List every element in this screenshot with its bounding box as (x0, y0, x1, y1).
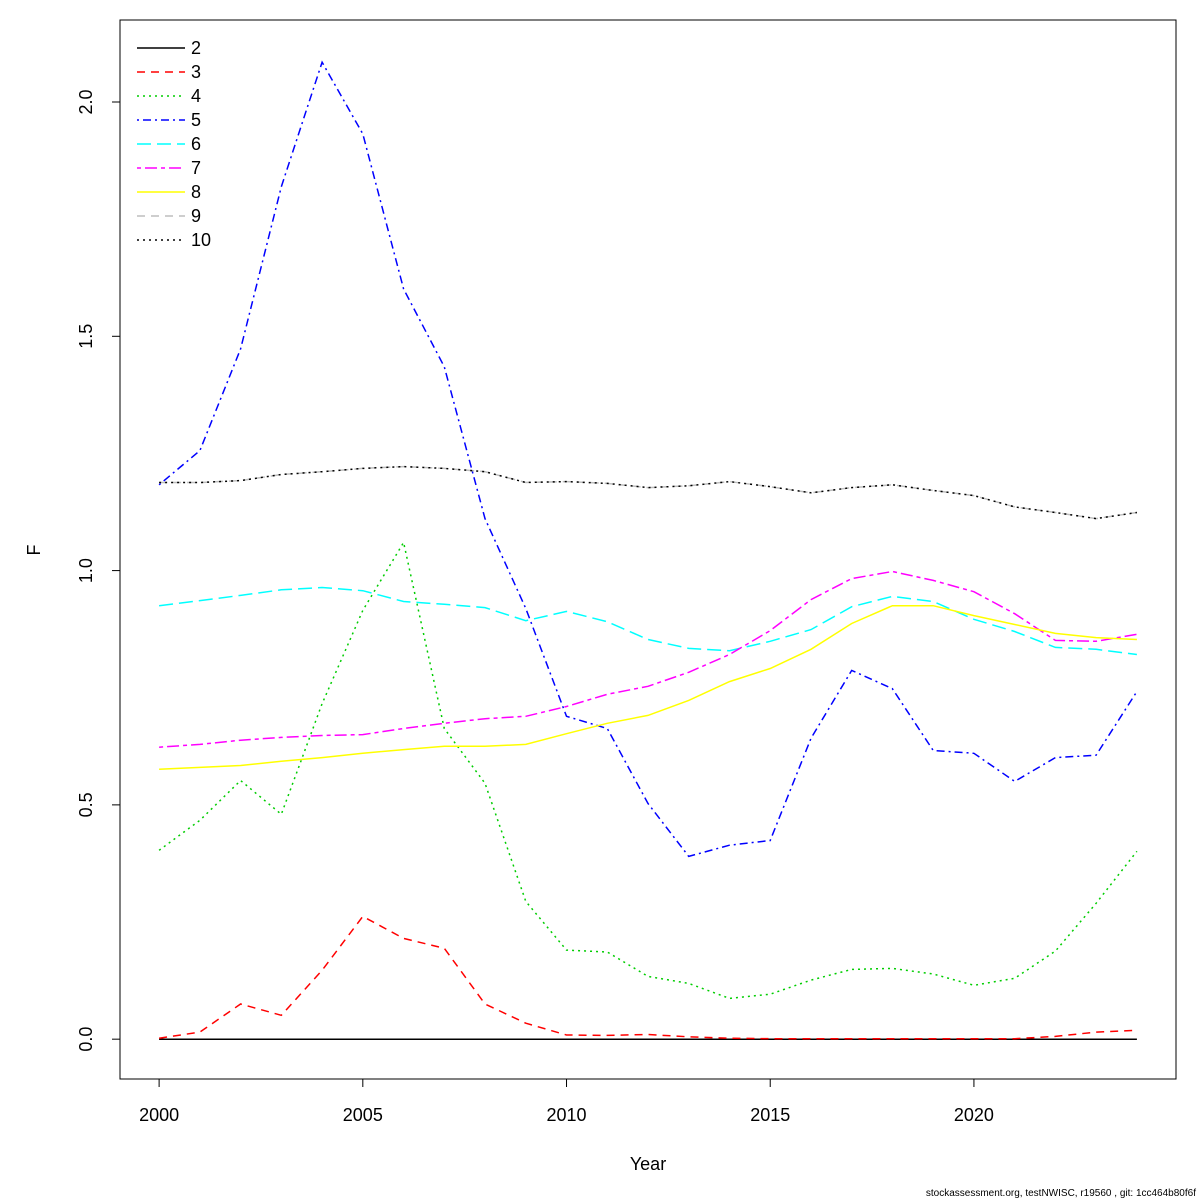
series-line (159, 604, 1137, 771)
x-tick-label: 2015 (750, 1105, 790, 1125)
series-line (159, 586, 1137, 656)
x-axis-label: Year (630, 1154, 666, 1174)
x-tick-label: 2010 (546, 1105, 586, 1125)
x-tick-label: 2005 (343, 1105, 383, 1125)
legend-label: 10 (191, 230, 211, 250)
series-line (158, 540, 1138, 1000)
y-tick-label: 0.5 (76, 792, 96, 817)
legend-label: 4 (191, 86, 201, 106)
y-tick-label: 0.0 (76, 1027, 96, 1052)
x-tick-label: 2000 (139, 1105, 179, 1125)
series-line (158, 60, 1138, 858)
legend-label: 3 (191, 62, 201, 82)
series-line (159, 465, 1138, 520)
legend-label: 8 (191, 182, 201, 202)
y-tick-label: 1.5 (76, 324, 96, 349)
legend-label: 6 (191, 134, 201, 154)
legend-label: 9 (191, 206, 201, 226)
series-line (159, 570, 1138, 748)
series-line (159, 465, 1138, 520)
series-line (158, 915, 1137, 1040)
legend-label: 2 (191, 38, 201, 58)
footnote: stockassessment.org, testNWISC, r19560 ,… (926, 1188, 1196, 1199)
y-tick-label: 2.0 (76, 89, 96, 114)
legend-label: 5 (191, 110, 201, 130)
x-tick-label: 2020 (954, 1105, 994, 1125)
y-tick-label: 1.0 (76, 558, 96, 583)
y-axis-label: F (24, 545, 44, 556)
plot-frame (119, 19, 1177, 1080)
legend-label: 7 (191, 158, 201, 178)
